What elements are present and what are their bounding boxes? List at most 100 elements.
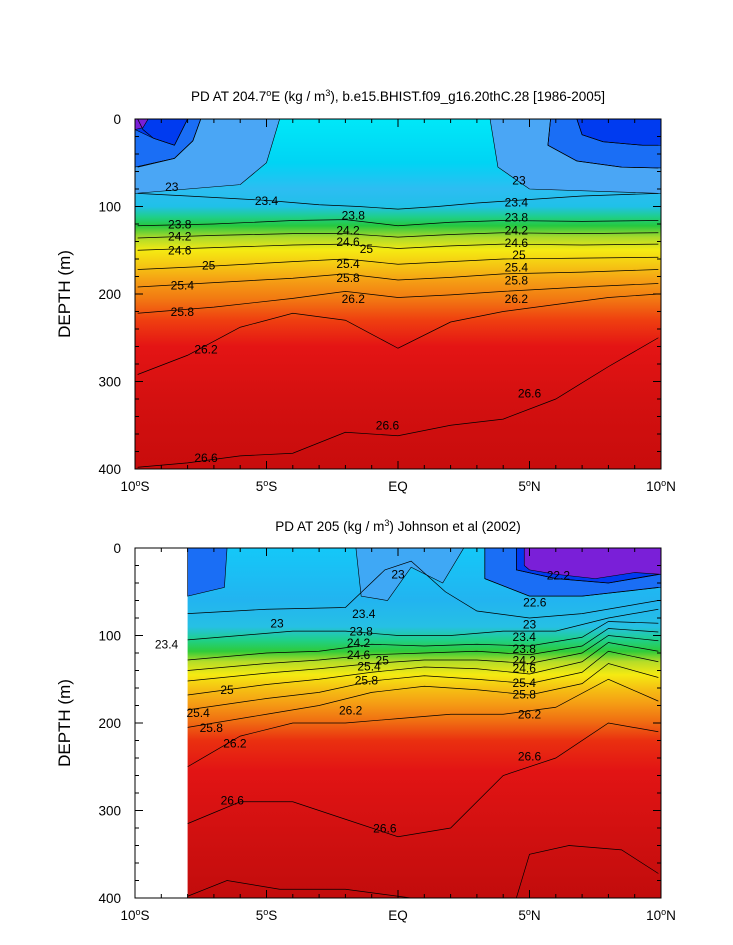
panel-top-isolines [137,119,659,468]
contour-label: 22.6 [523,596,547,610]
contour-label: 25.8 [355,674,379,688]
contour-label: 26.2 [194,343,218,357]
contour-label: 23.8 [513,642,537,656]
contour-label: 26.6 [518,750,542,764]
contour-fill-patch [187,548,228,597]
isoline [187,678,659,768]
contour-label: 24.6 [347,648,371,662]
isoline [137,293,659,375]
contour-label: 26.2 [518,708,542,722]
isoline [576,119,659,146]
contour-label: 26.2 [223,737,247,751]
panel-top-plot: 2323.42323.423.824.224.62525.425.826.226… [135,119,661,469]
contour-label: 25.8 [336,271,360,285]
y-tick-label: 200 [98,716,121,731]
isoline [137,243,659,251]
contour-label: 25.4 [513,676,537,690]
panel-bottom-field [187,548,661,898]
isoline [137,119,188,146]
x-tick-label: EQ [388,908,408,923]
panel-bottom-ylabel: DEPTH (m) [55,679,74,767]
contour-label: 23.4 [155,638,179,652]
contour-label: 26.2 [339,703,363,717]
y-tick-label: 200 [98,287,121,302]
contour-label: 25.4 [357,660,381,674]
contour-fill-patch [523,548,661,579]
contour-label: 22.2 [547,569,571,583]
contour-label: 24.6 [336,235,360,249]
contour-label: 23.8 [505,210,529,224]
y-tick-label: 0 [113,541,121,556]
isoline [187,560,659,619]
x-tick-label: 5oN [518,907,540,923]
isoline [187,608,659,641]
contour-label: 25.8 [200,721,224,735]
contour-label: 25 [376,653,390,667]
contour-label: 26.6 [194,451,218,465]
contour-label: 23.8 [168,217,192,231]
contour-label: 26.6 [518,386,542,400]
x-tick-label: 5oS [256,478,278,494]
contour-label: 24.6 [168,244,192,258]
x-tick-label: 5oS [256,907,278,923]
contour-label: 24.2 [168,230,192,244]
contour-label: 26.6 [376,419,400,433]
contour-label: 25.8 [513,688,537,702]
contour-label: 23 [270,617,284,631]
panel-bottom: PD AT 205 (kg / m3) Johnson et al (2002)… [55,518,676,923]
panel-top: PD AT 204.7oE (kg / m3), b.e15.BHIST.f09… [55,88,676,494]
contour-label: 23 [391,568,405,582]
contour-label: 24.6 [513,661,537,675]
isoline [187,650,659,711]
isoline [187,663,659,728]
isoline [484,548,659,597]
contour-label: 25.4 [336,257,360,271]
contour-label: 25.4 [505,260,529,274]
contour-label: 23.4 [505,196,529,210]
isoline [515,548,659,584]
isoline [187,642,659,696]
x-tick-label: EQ [388,479,408,494]
y-tick-label: 100 [98,629,121,644]
x-tick-label: 10oN [646,907,676,923]
contour-label: 25.4 [171,279,195,293]
isoline [547,119,659,169]
isoline [187,722,659,838]
contour-label: 24.2 [513,653,537,667]
y-tick-label: 400 [98,462,121,477]
contour-label: 24.2 [505,224,529,238]
contour-label: 23.8 [342,209,366,223]
isoline [137,283,659,314]
contour-label: 26.6 [221,793,245,807]
isoline [137,193,659,210]
contour-label: 25.4 [186,706,210,720]
isoline [187,635,659,682]
isoline [516,845,659,898]
isoline [187,621,659,661]
contour-label: 26.6 [373,821,397,835]
contour-label: 23.4 [255,194,279,208]
contour-fill-patch [355,548,465,601]
isoline [137,337,659,468]
contour-label: 24.2 [336,224,360,238]
panel-bottom-isolines [187,548,659,898]
panel-top-title: PD AT 204.7oE (kg / m3), b.e15.BHIST.f09… [191,88,605,104]
contour-label: 23.4 [352,607,376,621]
panel-top-ticks: 10oS 5oS EQ 5oN 10oN 0 100 200 300 400 [98,112,675,494]
panel-top-ylabel: DEPTH (m) [55,250,74,338]
isoline [187,880,412,898]
x-tick-label: 10oN [646,478,676,494]
y-tick-label: 300 [98,804,121,819]
contour-label: 23 [523,618,537,632]
y-tick-label: 400 [98,891,121,906]
x-tick-label: 10oS [120,907,149,923]
panel-bottom-patches [187,548,661,601]
contour-fill-patch [135,119,149,130]
contour-label: 23 [512,174,526,188]
isoline [137,256,659,270]
y-tick-label: 300 [98,375,121,390]
isoline [137,119,202,168]
